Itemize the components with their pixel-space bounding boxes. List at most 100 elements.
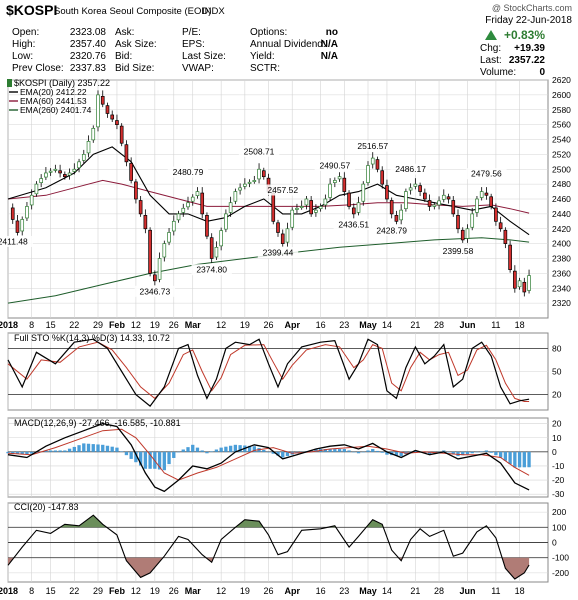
label-ask-size: Ask Size: bbox=[115, 39, 157, 50]
symbol: $KOSPI bbox=[6, 2, 57, 18]
price-ytick: 2400 bbox=[552, 239, 571, 249]
candle-body bbox=[228, 202, 233, 213]
macd-ytick: 20 bbox=[552, 419, 562, 429]
cci-ytick: -200 bbox=[552, 568, 569, 578]
candle-body bbox=[295, 207, 299, 210]
macd-histogram-bar bbox=[191, 444, 195, 452]
macd-histogram-bar bbox=[323, 449, 328, 452]
macd-histogram-bar bbox=[484, 450, 489, 452]
candle-body bbox=[361, 183, 366, 202]
candle-body bbox=[67, 172, 72, 176]
macd-histogram-bar bbox=[86, 443, 91, 452]
macd-histogram-bar bbox=[470, 451, 474, 454]
macd-histogram-bar bbox=[366, 450, 370, 452]
date-tick: 19 bbox=[150, 320, 160, 330]
date-tick: 23 bbox=[339, 320, 349, 330]
header: $KOSPI South Korea Seoul Composite (EOD)… bbox=[6, 2, 572, 78]
date-tick: 2018 bbox=[0, 320, 18, 330]
macd-histogram-bar bbox=[371, 449, 375, 452]
up-triangle-icon bbox=[485, 30, 497, 40]
macd-histogram-bar bbox=[58, 450, 62, 452]
candle-body bbox=[399, 209, 403, 221]
candle-body bbox=[314, 209, 318, 213]
candle-body bbox=[190, 196, 195, 202]
date-tick: 15 bbox=[46, 586, 56, 596]
macd-histogram-bar bbox=[115, 447, 119, 452]
macd-histogram-bar bbox=[494, 451, 498, 456]
annotation-bg bbox=[466, 168, 507, 180]
label-high: High: bbox=[12, 39, 35, 50]
date-tick: May bbox=[359, 586, 377, 596]
macd-histogram-bar bbox=[337, 449, 342, 452]
macd-histogram-bar bbox=[413, 450, 418, 452]
macd-histogram-bar bbox=[120, 451, 124, 452]
candle-body bbox=[456, 215, 460, 230]
candle-body bbox=[115, 120, 119, 125]
macd-histogram-bar bbox=[67, 448, 72, 452]
macd-histogram-bar bbox=[219, 447, 223, 452]
macd-histogram-bar bbox=[285, 451, 290, 457]
macd-histogram-bar bbox=[480, 451, 484, 452]
candle-body bbox=[351, 207, 356, 215]
macd-histogram-bar bbox=[238, 445, 242, 452]
candle-body bbox=[517, 280, 522, 288]
cci-ytick: 200 bbox=[552, 507, 566, 517]
annotation-bg bbox=[257, 247, 299, 259]
candle-body bbox=[176, 213, 181, 221]
candle-body bbox=[375, 159, 380, 170]
annotation-bg bbox=[333, 218, 374, 230]
candle-body bbox=[252, 180, 257, 182]
date-tick: Feb bbox=[109, 320, 126, 330]
ema60-line bbox=[7, 179, 530, 214]
date-tick: 12 bbox=[216, 320, 226, 330]
macd-histogram-bar bbox=[314, 449, 318, 452]
candle-body bbox=[342, 177, 347, 192]
macd-histogram-bar bbox=[148, 451, 152, 469]
date-tick: 29 bbox=[93, 586, 103, 596]
candle-body bbox=[209, 237, 214, 259]
macd-histogram-bar bbox=[347, 450, 351, 452]
macd-histogram-bar bbox=[252, 446, 256, 452]
label-sctr: SCTR: bbox=[250, 63, 280, 74]
date-tick: 22 bbox=[69, 586, 79, 596]
macd-histogram-bar bbox=[11, 451, 15, 454]
candle-body bbox=[385, 185, 389, 200]
macd-y-axis: -30 -20 -10 0 10 20 bbox=[552, 419, 565, 500]
macd-histogram-bar bbox=[517, 451, 522, 468]
date-axis-top: 2018 8 15 22 29 Feb 12 19 26 Mar 12 19 26 Apr 16 23 May 1… bbox=[0, 320, 525, 330]
price-ytick: 2420 bbox=[552, 224, 571, 234]
macd-histogram-bar bbox=[352, 451, 356, 453]
stochastic-panel: 20 50 80 Full STO %K(14,3) %D(3) 14.33, 10… bbox=[7, 332, 562, 411]
price-legend: $KOSPI (Daily) 2357.22 EMA(20) 2412.22 E… bbox=[7, 78, 110, 115]
cci-y-axis: -200 -100 0 100 200 bbox=[552, 507, 569, 578]
label-chg: Chg: bbox=[480, 43, 501, 54]
price-ytick: 2620 bbox=[552, 75, 571, 85]
date-tick: May bbox=[359, 320, 377, 330]
macd-ytick: 0 bbox=[552, 447, 557, 457]
annotation-bg bbox=[191, 264, 232, 276]
sto-ytick: 20 bbox=[552, 390, 562, 400]
macd-histogram-bar bbox=[44, 450, 48, 452]
date-tick: 28 bbox=[434, 320, 444, 330]
candle-body bbox=[389, 200, 394, 215]
candle-body bbox=[20, 219, 25, 232]
price-ytick: 2560 bbox=[552, 120, 571, 130]
price-annotation: 2399.58 bbox=[443, 246, 474, 256]
candle-body bbox=[100, 96, 105, 105]
candle-body bbox=[299, 206, 304, 208]
price-ytick: 2340 bbox=[552, 283, 571, 293]
label-options: Options: bbox=[250, 27, 287, 38]
label-open: Open: bbox=[12, 27, 39, 38]
label-annual-dividend: Annual Dividend: bbox=[250, 39, 326, 50]
candle-body bbox=[413, 183, 418, 187]
candle-body bbox=[124, 144, 129, 163]
date-tick: Mar bbox=[185, 320, 202, 330]
macd-histogram-bar bbox=[356, 451, 361, 454]
stochastic-grid bbox=[7, 332, 549, 411]
candle-body bbox=[418, 185, 422, 192]
candle-body bbox=[58, 170, 62, 174]
value-prev-close: 2337.83 bbox=[70, 63, 107, 74]
candle-body bbox=[48, 170, 53, 173]
macd-line bbox=[7, 422, 530, 493]
stochastic-series bbox=[7, 338, 530, 407]
